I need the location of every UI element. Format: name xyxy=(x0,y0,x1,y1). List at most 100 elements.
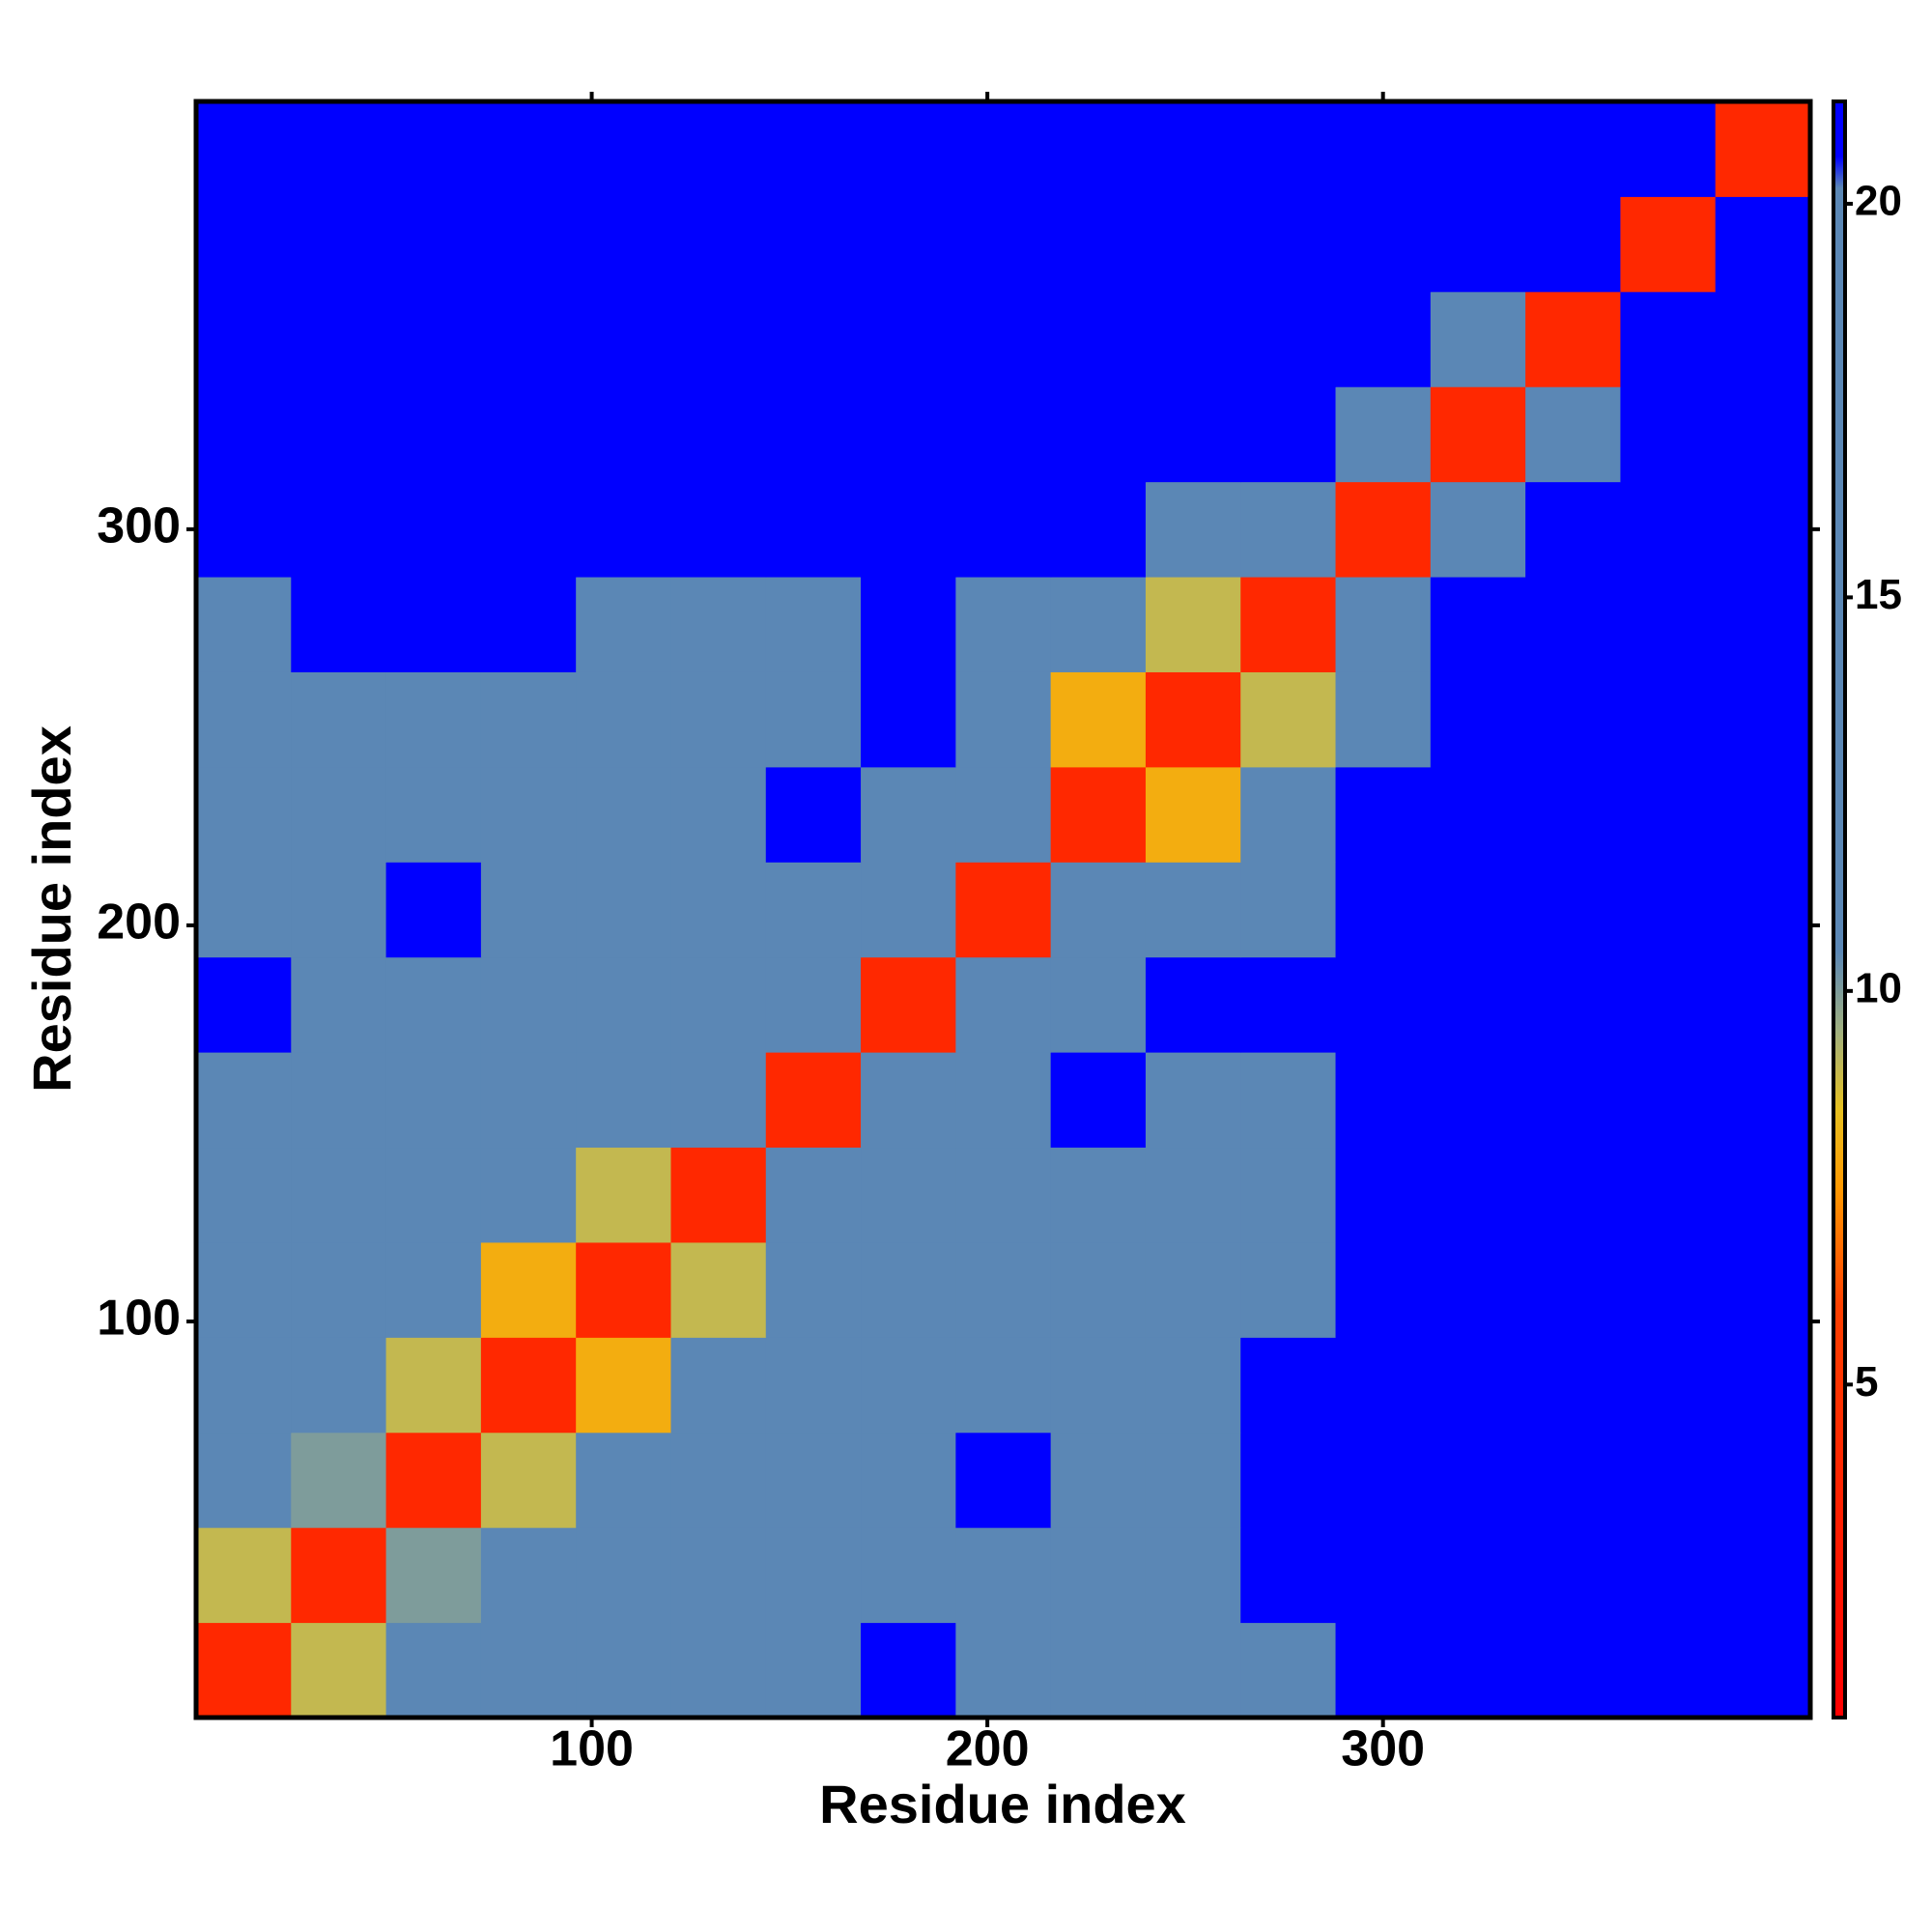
heatmap-cell xyxy=(291,577,387,672)
heatmap-cell xyxy=(196,1432,292,1528)
heatmap-cell xyxy=(1715,1432,1811,1528)
heatmap-cell xyxy=(1525,291,1621,387)
heatmap-cell xyxy=(480,196,577,293)
heatmap-cell xyxy=(1620,1147,1717,1243)
heatmap-cell xyxy=(670,956,767,1053)
heatmap-cell xyxy=(861,196,956,293)
heatmap-cell xyxy=(1240,1337,1337,1434)
heatmap-cell xyxy=(385,101,482,197)
heatmap-cell xyxy=(670,766,767,863)
heatmap-cell xyxy=(1430,1622,1526,1719)
heatmap-cell xyxy=(291,1052,387,1149)
heatmap-cell xyxy=(196,1622,292,1719)
heatmap-cell xyxy=(861,1622,956,1719)
heatmap-cell xyxy=(1335,671,1432,768)
heatmap-cell xyxy=(1050,862,1147,958)
heatmap-cell xyxy=(196,1147,292,1243)
heatmap-cell xyxy=(1240,196,1337,293)
heatmap-cell xyxy=(480,862,577,958)
heatmap-cell xyxy=(1430,1337,1526,1434)
heatmap-cell xyxy=(861,1527,956,1624)
heatmap-cell xyxy=(576,766,671,863)
heatmap-cell xyxy=(196,766,292,863)
heatmap-cell xyxy=(1715,1527,1811,1624)
heatmap-cell xyxy=(1430,1527,1526,1624)
heatmap-cell xyxy=(1715,671,1811,768)
heatmap-cell xyxy=(1430,956,1526,1053)
heatmap-cell xyxy=(1620,577,1717,672)
heatmap-cell xyxy=(861,386,956,483)
heatmap-cell xyxy=(1620,291,1717,387)
heatmap-cell xyxy=(1050,577,1147,672)
heatmap-cell xyxy=(861,956,956,1053)
heatmap-cell xyxy=(1145,196,1241,293)
heatmap-cell xyxy=(385,671,482,768)
heatmap-cell xyxy=(291,1241,387,1338)
heatmap-cell xyxy=(1240,1241,1337,1338)
heatmap-cell xyxy=(765,481,862,578)
heatmap-cell xyxy=(576,577,671,672)
heatmap-cell xyxy=(1620,1527,1717,1624)
heatmap-cell xyxy=(955,1147,1052,1243)
heatmap-cell xyxy=(1430,577,1526,672)
heatmap-cell xyxy=(861,862,956,958)
heatmap-cell xyxy=(765,386,862,483)
heatmap-cell xyxy=(196,1527,292,1624)
heatmap-cell xyxy=(1145,1147,1241,1243)
heatmap-cell xyxy=(1335,386,1432,483)
heatmap-cell xyxy=(670,1052,767,1149)
heatmap-cell xyxy=(1335,577,1432,672)
heatmap-cell xyxy=(1335,196,1432,293)
heatmap-cell xyxy=(1715,481,1811,578)
heatmap-cell xyxy=(1050,101,1147,197)
heatmap-cell xyxy=(1050,1052,1147,1149)
heatmap-cell xyxy=(1240,386,1337,483)
heatmap-cell xyxy=(291,1622,387,1719)
heatmap-cell xyxy=(765,1527,862,1624)
heatmap-cell xyxy=(1430,1052,1526,1149)
y-tick-label: 200 xyxy=(97,895,181,951)
heatmap-cell xyxy=(955,291,1052,387)
heatmap-cell xyxy=(1430,766,1526,863)
heatmap-cell xyxy=(1145,386,1241,483)
heatmap-cell xyxy=(1620,862,1717,958)
heatmap-cell xyxy=(670,101,767,197)
heatmap-cell xyxy=(861,1147,956,1243)
heatmap-cell xyxy=(385,1527,482,1624)
heatmap-cell xyxy=(480,1622,577,1719)
heatmap-cell xyxy=(1335,1241,1432,1338)
heatmap-cell xyxy=(1050,956,1147,1053)
heatmap-cell xyxy=(1715,1337,1811,1434)
heatmap-cell xyxy=(1050,291,1147,387)
heatmap-cell xyxy=(385,386,482,483)
colorbar-tick-label: 10 xyxy=(1855,964,1902,1011)
heatmap-cell xyxy=(955,1622,1052,1719)
heatmap-cell xyxy=(1050,1432,1147,1528)
heatmap-cell xyxy=(1525,766,1621,863)
heatmap-cell xyxy=(1430,1147,1526,1243)
heatmap-cell xyxy=(955,1052,1052,1149)
heatmap-cell xyxy=(1335,956,1432,1053)
heatmap-cell xyxy=(1335,1432,1432,1528)
colorbar xyxy=(1832,99,1847,1719)
heatmap-cell xyxy=(765,1337,862,1434)
heatmap-cell xyxy=(1240,671,1337,768)
heatmap-cell xyxy=(955,1527,1052,1624)
heatmap-cell xyxy=(1050,766,1147,863)
heatmap-cell xyxy=(1335,1527,1432,1624)
colorbar-tick-label: 5 xyxy=(1855,1358,1878,1406)
heatmap-cell xyxy=(955,671,1052,768)
heatmap-cell xyxy=(1525,386,1621,483)
heatmap-cell xyxy=(670,291,767,387)
heatmap-cell xyxy=(385,956,482,1053)
heatmap-cell xyxy=(861,481,956,578)
heatmap-cell xyxy=(1525,577,1621,672)
heatmap-cell xyxy=(955,956,1052,1053)
heatmap-cell xyxy=(765,291,862,387)
plot-frame xyxy=(193,99,1813,1720)
heatmap-cell xyxy=(385,1337,482,1434)
heatmap-cell xyxy=(385,196,482,293)
heatmap-cell xyxy=(480,1241,577,1338)
heatmap-cell xyxy=(1620,1622,1717,1719)
heatmap-cell xyxy=(1145,671,1241,768)
